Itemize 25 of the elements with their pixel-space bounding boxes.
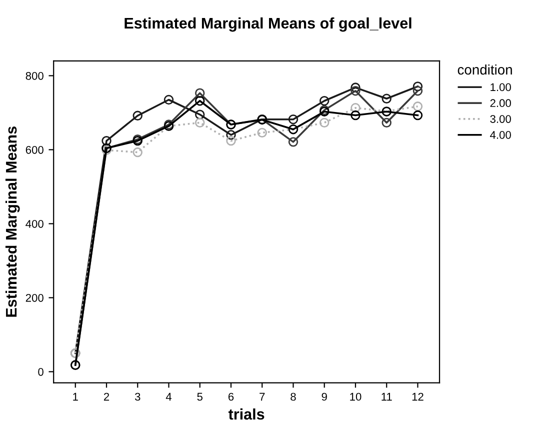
x-tick-label: 1 [73,392,78,401]
x-tick-label: 9 [322,392,327,401]
y-axis-title: Estimated Marginal Means [5,126,20,317]
x-tick-label: 6 [228,392,234,401]
x-tick-label: 10 [350,392,362,401]
legend-title: condition [458,64,512,75]
y-tick-label: 200 [26,294,44,302]
x-tick-label: 5 [197,392,202,401]
y-tick-label: 400 [26,220,44,228]
y-tick-label: 800 [26,72,44,80]
x-tick-label: 12 [412,392,424,401]
x-tick-label: 4 [166,392,172,401]
x-tick-label: 3 [134,392,140,401]
legend-label: 3.00 [490,115,511,123]
x-tick-label: 7 [260,392,265,401]
chart-title: Estimated Marginal Means of goal_level [124,17,412,32]
y-tick-label: 0 [38,368,44,376]
x-tick-label: 2 [104,392,110,401]
legend-label: 4.00 [490,131,511,139]
legend-label: 2.00 [490,99,511,108]
x-tick-label: 8 [290,392,296,401]
x-tick-label: 11 [382,392,392,401]
legend-label: 1.00 [490,83,511,92]
y-tick-label: 600 [26,146,44,154]
x-axis-title: trials [228,408,264,420]
